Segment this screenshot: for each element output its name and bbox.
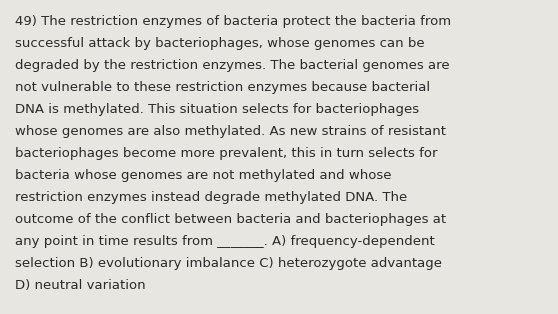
Text: bacteria whose genomes are not methylated and whose: bacteria whose genomes are not methylate…: [15, 169, 392, 182]
Text: 49) The restriction enzymes of bacteria protect the bacteria from: 49) The restriction enzymes of bacteria …: [15, 15, 451, 28]
Text: degraded by the restriction enzymes. The bacterial genomes are: degraded by the restriction enzymes. The…: [15, 59, 450, 72]
Text: DNA is methylated. This situation selects for bacteriophages: DNA is methylated. This situation select…: [15, 103, 419, 116]
Text: restriction enzymes instead degrade methylated DNA. The: restriction enzymes instead degrade meth…: [15, 191, 407, 204]
Text: D) neutral variation: D) neutral variation: [15, 279, 146, 292]
Text: bacteriophages become more prevalent, this in turn selects for: bacteriophages become more prevalent, th…: [15, 147, 437, 160]
Text: any point in time results from _______. A) frequency-dependent: any point in time results from _______. …: [15, 235, 435, 248]
Text: selection B) evolutionary imbalance C) heterozygote advantage: selection B) evolutionary imbalance C) h…: [15, 257, 442, 270]
Text: successful attack by bacteriophages, whose genomes can be: successful attack by bacteriophages, who…: [15, 37, 425, 50]
Text: outcome of the conflict between bacteria and bacteriophages at: outcome of the conflict between bacteria…: [15, 213, 446, 226]
Text: whose genomes are also methylated. As new strains of resistant: whose genomes are also methylated. As ne…: [15, 125, 446, 138]
Text: not vulnerable to these restriction enzymes because bacterial: not vulnerable to these restriction enzy…: [15, 81, 430, 94]
